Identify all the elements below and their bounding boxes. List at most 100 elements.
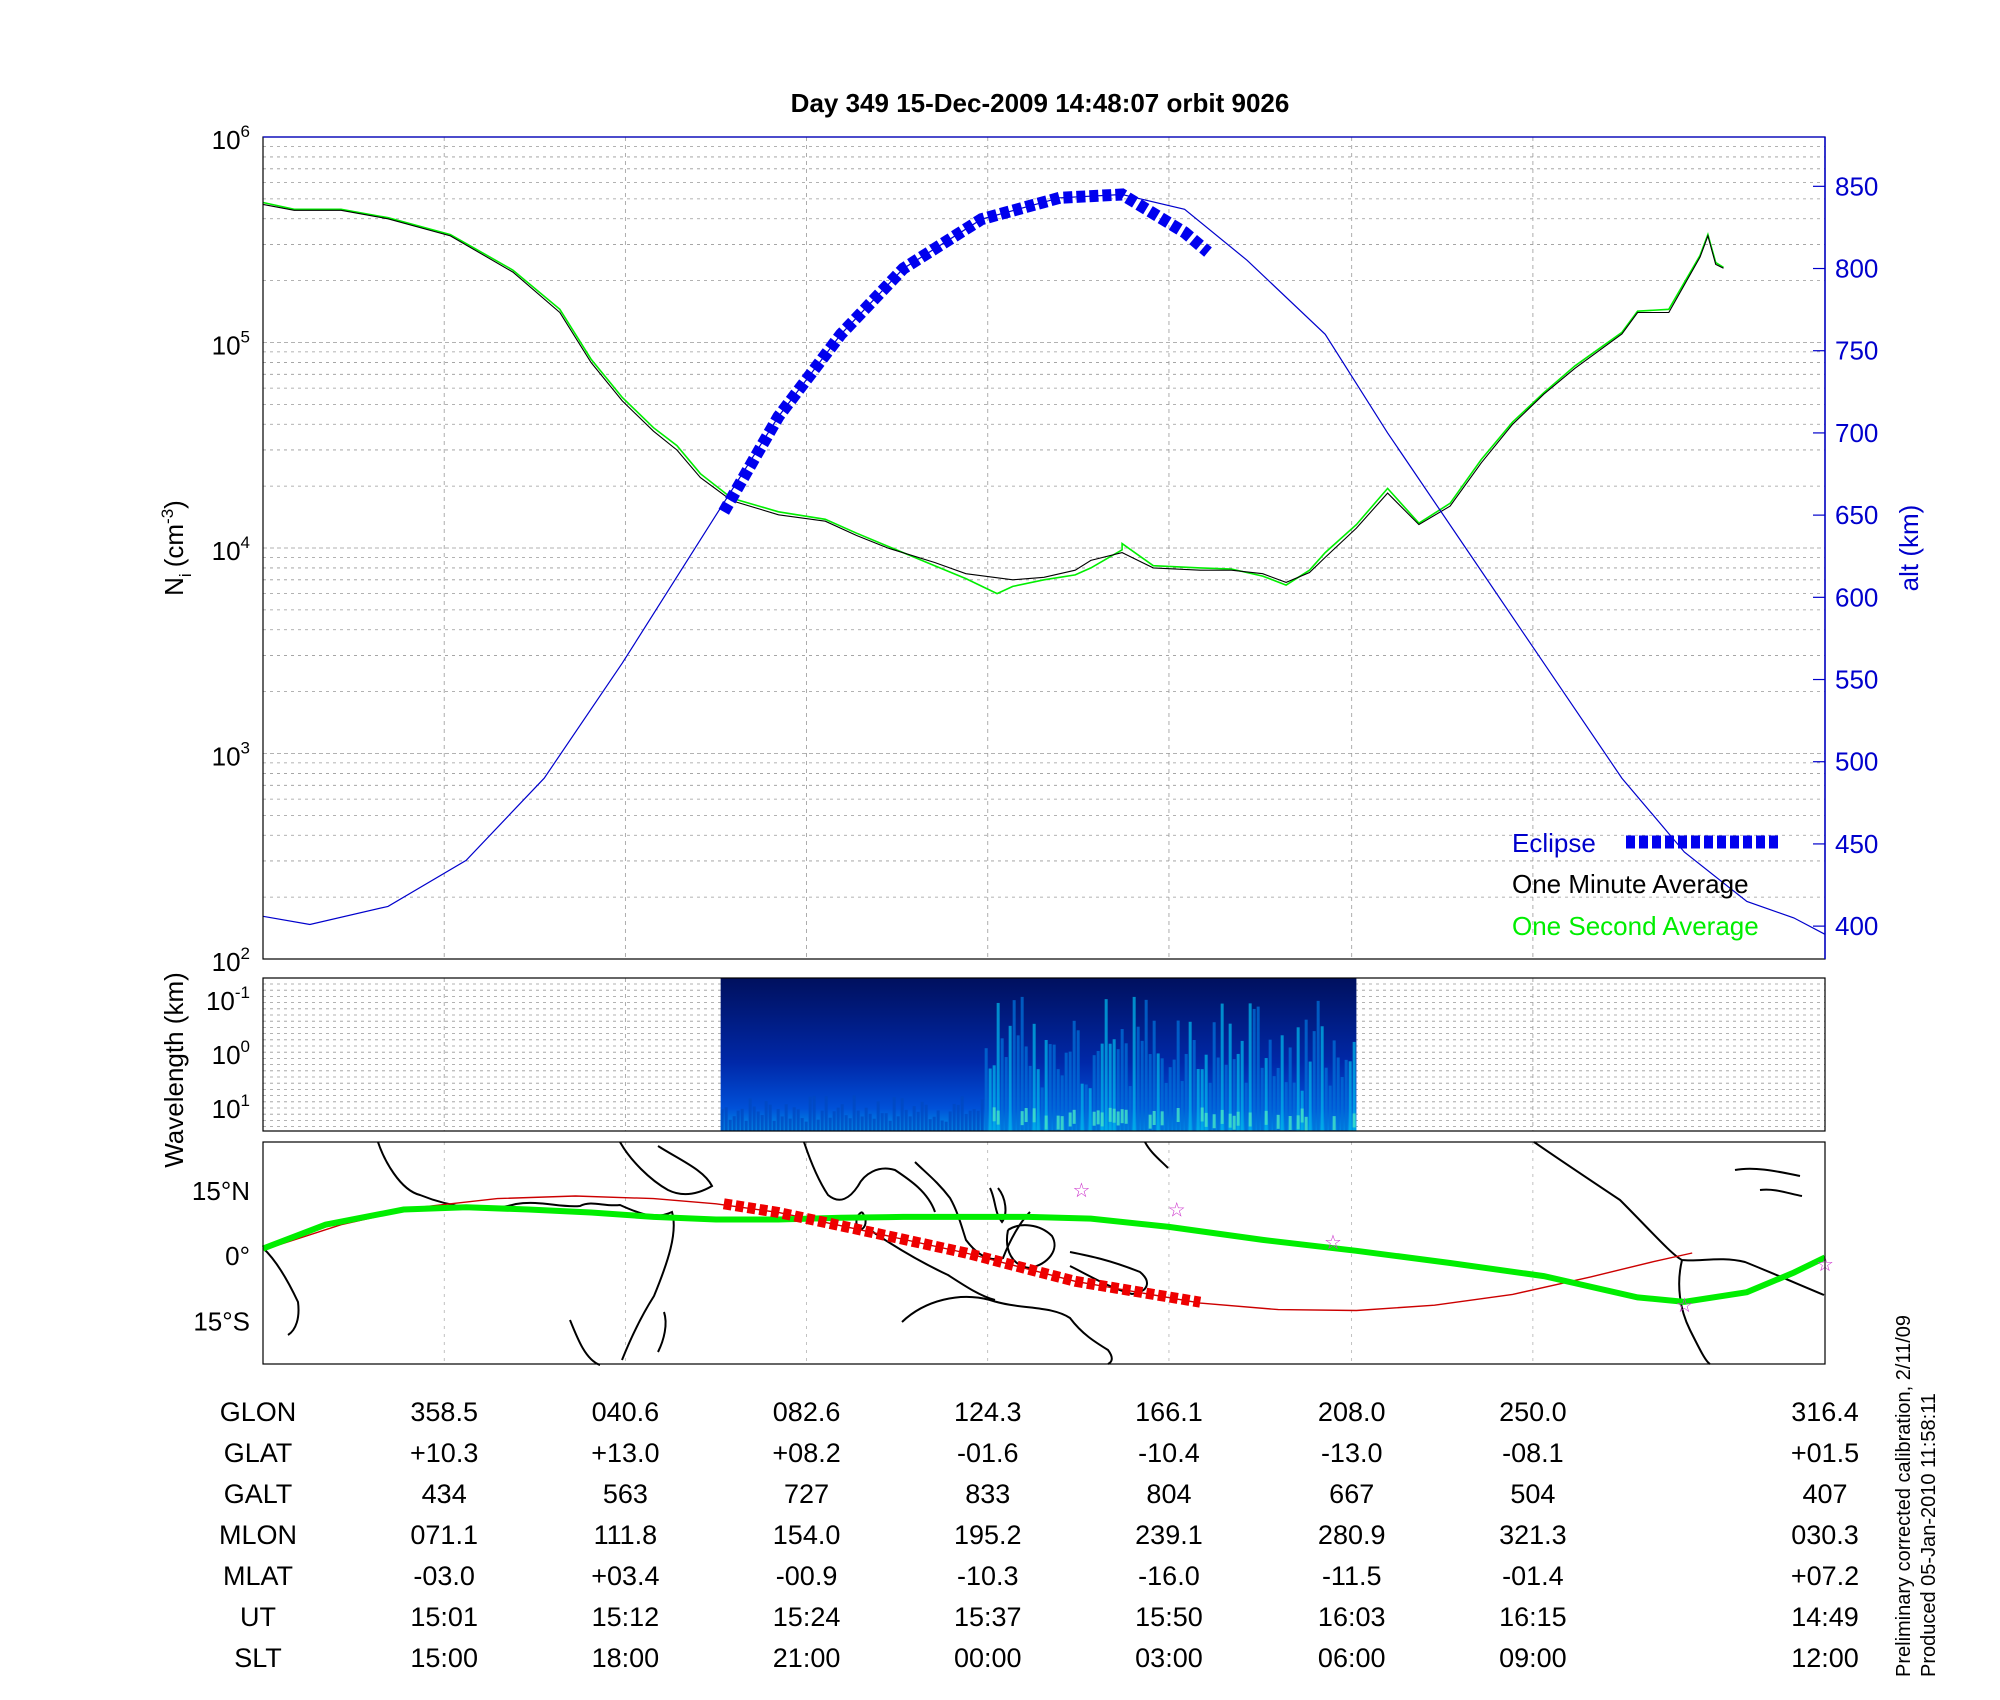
right-tick-label: 450: [1835, 829, 1878, 859]
spectrogram-band: [876, 1101, 880, 1131]
spectrogram-band: [1120, 1029, 1124, 1131]
left-axis-label-unit-sup: -3: [158, 509, 177, 524]
spectrogram-band: [1348, 1061, 1352, 1131]
spectrogram-band: [1000, 1038, 1004, 1131]
spectrogram-band: [864, 1107, 868, 1131]
right-tick-label: 750: [1835, 336, 1878, 366]
coast-africa: [377, 1141, 675, 1361]
spectrogram-band: [1028, 1065, 1032, 1131]
spectrogram-band: [1012, 1000, 1016, 1131]
spectrogram-band: [948, 1111, 952, 1131]
spectrogram-band: [1324, 1067, 1328, 1131]
left-tick-exponent: 4: [241, 533, 250, 552]
spectrogram-band: [1076, 1030, 1080, 1131]
spectrogram-band: [1244, 1082, 1248, 1131]
left-tick-base: 10: [212, 125, 241, 155]
left-axis-label-sub: i: [176, 573, 195, 577]
spectrogram-hot: [1108, 1107, 1112, 1122]
right-axis-label: alt (km): [1894, 505, 1924, 592]
spectrogram-band: [896, 1116, 900, 1131]
spectrogram-band: [908, 1116, 912, 1131]
spectrogram-band: [868, 1113, 872, 1131]
spectrogram-band: [756, 1111, 760, 1131]
left-tick-label: 105: [212, 328, 250, 361]
table-cell: 154.0: [773, 1520, 841, 1550]
spectrogram-band: [1340, 1077, 1344, 1131]
left-tick-base: 10: [212, 947, 241, 977]
spectrogram-band: [760, 1115, 764, 1131]
table-cell: 358.5: [410, 1397, 478, 1427]
spectrogram-band: [892, 1097, 896, 1131]
table-row-label: GLON: [220, 1397, 297, 1427]
spectrogram-band: [1144, 999, 1148, 1131]
spectrogram-band: [820, 1110, 824, 1131]
spectrogram-band: [980, 1099, 984, 1131]
spectrogram-hot: [996, 1110, 1000, 1125]
table-cell: 667: [1329, 1479, 1374, 1509]
spectrogram-grid: [263, 978, 1826, 1131]
spectrogram-band: [1272, 1076, 1276, 1131]
left-axis-label: Ni (cm-3): [158, 500, 195, 596]
map-tick-label: 15°N: [192, 1176, 250, 1206]
table-cell: 280.9: [1318, 1520, 1386, 1550]
table-row-label: UT: [240, 1602, 276, 1632]
spectrogram-frame: [262, 977, 1826, 1132]
spectrogram-band: [1192, 1040, 1196, 1131]
coast-philippines: [989, 1187, 1007, 1224]
spectrogram-band: [888, 1120, 892, 1131]
spectrogram-band: [1048, 1044, 1052, 1131]
spectrogram-hot: [1236, 1111, 1240, 1126]
spectrogram-band: [1220, 1003, 1224, 1131]
spectrogram-band: [1036, 1069, 1040, 1131]
coast-south-america: [1678, 1259, 1711, 1365]
spectrogram-band: [1308, 1061, 1312, 1131]
spectrogram-band: [748, 1098, 752, 1131]
spectrogram-hot: [1288, 1116, 1292, 1131]
spectrogram-band: [1080, 1083, 1084, 1131]
spectrogram-band: [836, 1107, 840, 1131]
spectrogram-band: [956, 1104, 960, 1131]
table-cell: -03.0: [413, 1561, 475, 1591]
coast-japan: [1144, 1141, 1169, 1169]
spectrogram-band: [1284, 1082, 1288, 1131]
left-tick-base: 10: [212, 536, 241, 566]
table-cell: 14:49: [1791, 1602, 1859, 1632]
spectrogram-hot: [1212, 1114, 1216, 1129]
spectrogram-band: [800, 1118, 804, 1131]
spectrogram-band: [776, 1109, 780, 1131]
spectrogram-hot: [1276, 1114, 1280, 1129]
spectrogram-hot: [1092, 1111, 1096, 1126]
left-axis-label-n: N: [159, 577, 189, 596]
spectrogram-band: [832, 1111, 836, 1131]
spectrogram-hot: [1060, 1116, 1064, 1131]
spectrogram-band: [784, 1104, 788, 1131]
spectrogram-hot: [1300, 1108, 1304, 1123]
table-row-label: MLON: [219, 1520, 297, 1550]
table-cell: -11.5: [1322, 1561, 1382, 1591]
map-star-marker: ☆: [1324, 1232, 1342, 1254]
map-star-marker: ☆: [1168, 1199, 1186, 1221]
spectrogram-band: [804, 1121, 808, 1131]
spectrogram-band: [1024, 1046, 1028, 1131]
spectrogram-band: [1316, 1000, 1320, 1131]
spectrogram-band: [792, 1107, 796, 1131]
spectrogram-band: [1200, 1069, 1204, 1131]
table-cell: 111.8: [594, 1520, 658, 1550]
spectrogram-band: [1260, 1067, 1264, 1131]
table-cell: 15:37: [954, 1602, 1022, 1632]
series-eclipse: [718, 188, 1212, 515]
map-star-marker: ☆: [1073, 1180, 1091, 1202]
spectrogram-tick-exponent: 1: [241, 1091, 250, 1110]
right-tick-label: 650: [1835, 500, 1878, 530]
map-tracks: ☆☆☆☆☆: [261, 1180, 1834, 1317]
spectrogram-band: [1112, 1039, 1116, 1131]
spectrogram-band: [920, 1101, 924, 1131]
spectrogram-bands: [720, 996, 1356, 1131]
spectrogram-band: [1148, 1054, 1152, 1131]
legend-second-label: One Second Average: [1512, 911, 1759, 941]
right-tick-label: 500: [1835, 747, 1878, 777]
table-cell: 18:00: [592, 1643, 660, 1673]
table-cell: 00:00: [954, 1643, 1022, 1673]
